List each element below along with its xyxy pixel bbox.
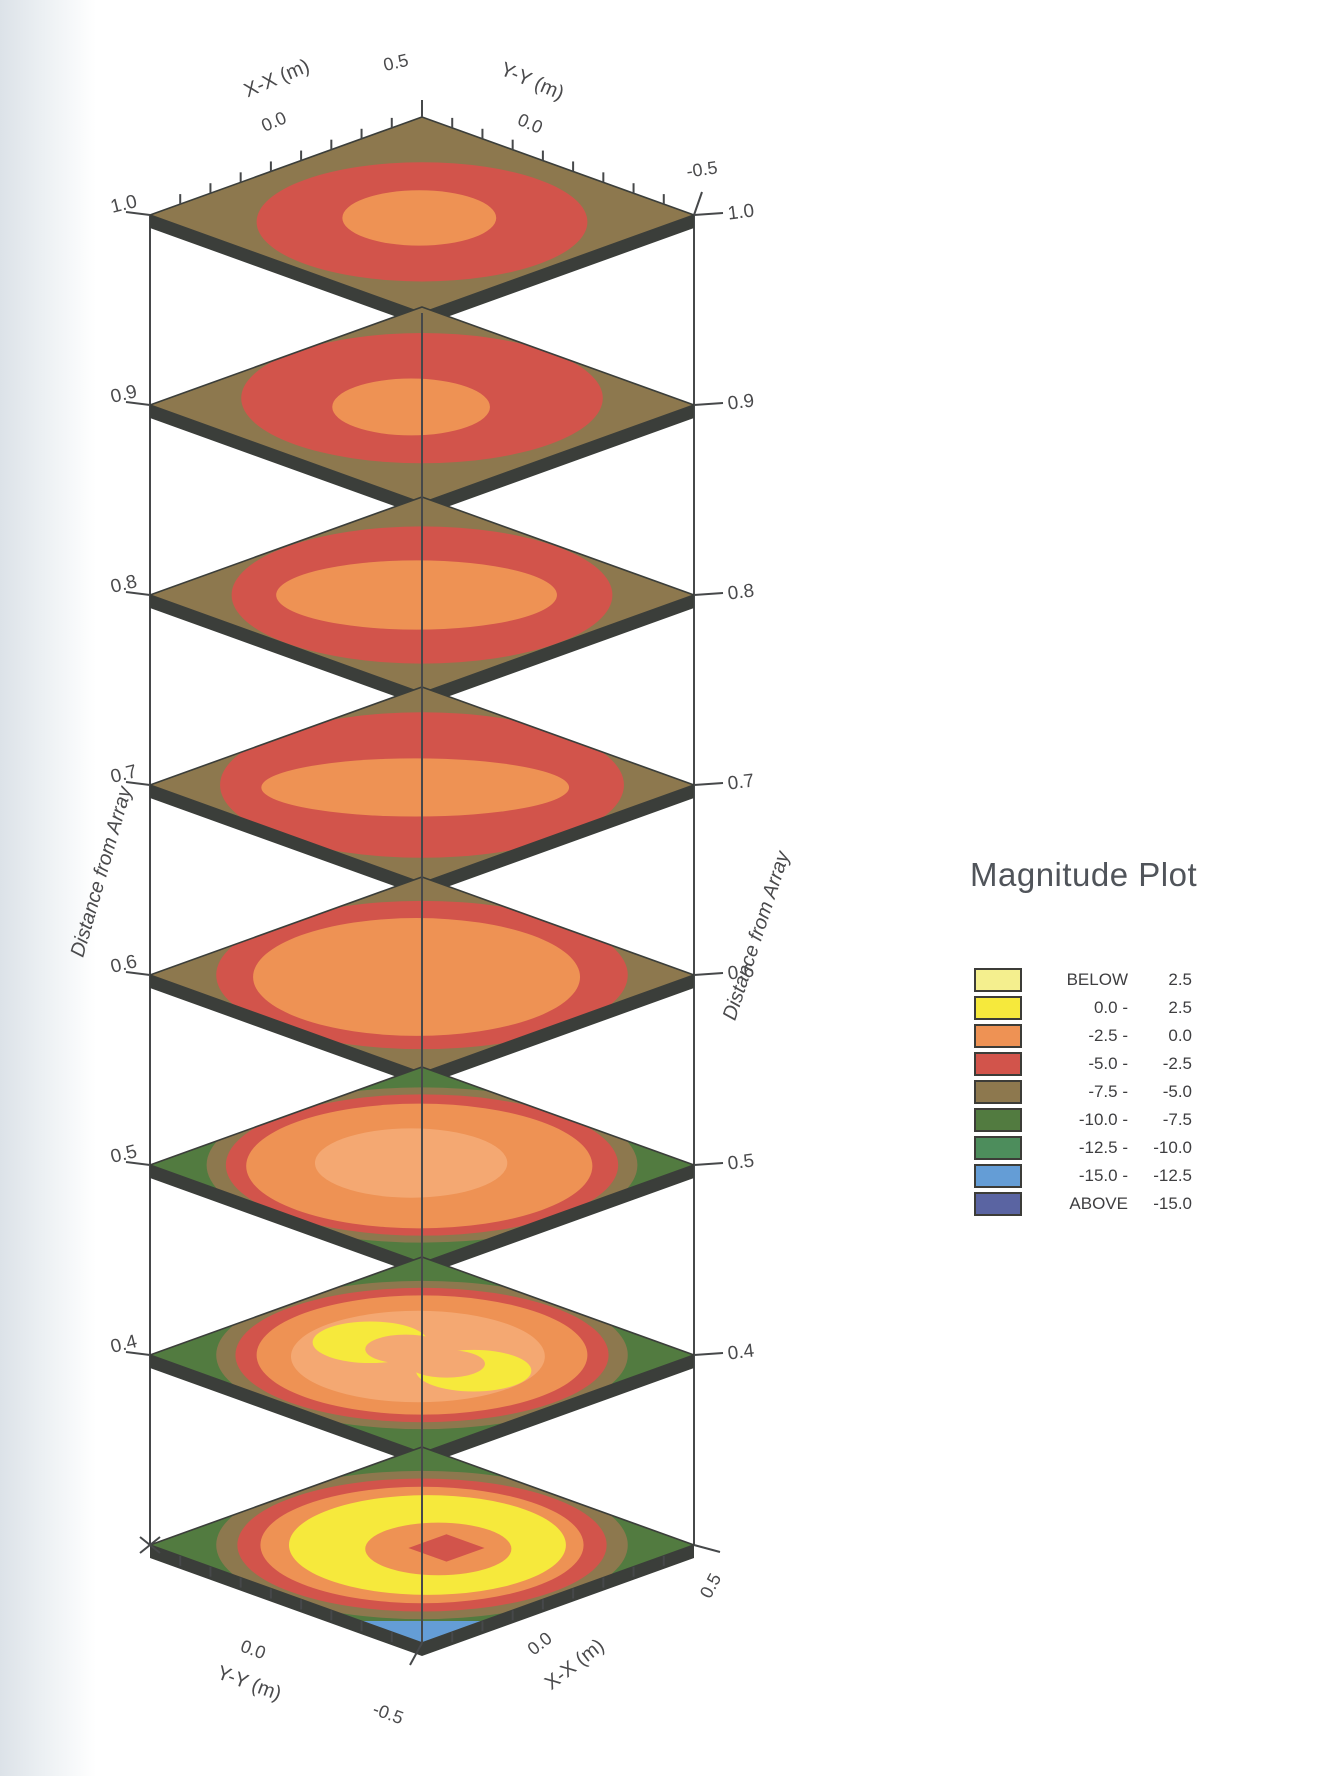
legend-range-value: 0.0 [1168,1026,1192,1045]
legend-range-label: -12.5 - [1078,1138,1128,1157]
slice-0.7-contour-orange [261,758,570,817]
legend-row: -10.0 - -7.5 [974,1108,1192,1132]
slice-0.9-contour-orange [332,378,490,436]
slice-0.5-contour-light_orange [314,1128,508,1198]
slice-0.6-contour-orange [253,918,581,1036]
legend-range-value: 2.5 [1168,970,1192,989]
axis-tick [125,971,151,976]
legend-row: -15.0 - -12.5 [974,1164,1192,1188]
axis-tick [693,1162,724,1166]
legend-range-value: -2.5 [1162,1054,1192,1073]
slice-0.8-contour-orange [276,560,557,630]
axis-tick [139,1536,161,1554]
slice-0.5-contour-orange [246,1103,593,1229]
axis-tick [693,212,724,216]
axis-tick [693,592,724,596]
legend-range-label: BELOW [1066,970,1128,989]
slice-0.4-contour-light_orange [408,1349,485,1378]
axis-tick [693,782,724,786]
legend-swatch [974,1052,1022,1076]
legend-range-label: ABOVE [1069,1194,1128,1213]
page-edge-shadow [0,0,96,1776]
slice-1.0-face [150,117,694,313]
slice-0.8-outline [150,497,694,693]
slice-0.6-outline [150,877,694,1073]
slice-0.9-outline [150,307,694,503]
axis-tick [693,1544,721,1553]
legend-range-value: -10.0 [1153,1138,1192,1157]
legend-title: Magnitude Plot [970,856,1198,893]
axis-tick [693,972,724,976]
slice-0.8-face [150,497,694,693]
axis-tick [693,402,724,406]
axis-tick [125,1351,151,1356]
axis-tick [125,1161,151,1166]
legend-range-label: -2.5 - [1088,1026,1128,1045]
legend-row: -5.0 - -2.5 [974,1052,1192,1076]
legend: Magnitude Plot BELOW 2.5 0.0 -2.5 -2.5 -0.0… [962,856,1272,1286]
legend-range-label: -10.0 - [1078,1110,1128,1129]
slice-0.5-outline [150,1067,694,1263]
legend-row: -2.5 - 0.0 [974,1024,1192,1048]
legend-range-value: -12.5 [1153,1166,1192,1185]
legend-range-label: 0.0 - [1093,998,1128,1017]
legend-swatch [974,996,1022,1020]
axis-tick [693,1352,724,1356]
axis-tick [409,1642,423,1666]
legend-row: BELOW 2.5 [974,968,1192,992]
legend-range-value: -15.0 [1153,1194,1192,1213]
legend-range-label: -5.0 - [1088,1054,1128,1073]
legend-range-value: 2.5 [1168,998,1192,1017]
slice-0.4-outline [150,1257,694,1453]
slice-1.0-outline [150,117,694,313]
axis-tick [125,781,151,786]
legend-range-label: -15.0 - [1078,1166,1128,1185]
legend-row: -7.5 - -5.0 [974,1080,1192,1104]
legend-range-label: -7.5 - [1088,1082,1128,1101]
slice-bottom-outline [150,1447,694,1643]
slice-0.7-outline [150,687,694,883]
legend-row: -12.5 - -10.0 [974,1136,1192,1160]
legend-swatch [974,1108,1022,1132]
axis-tick [125,401,151,406]
legend-range-value: -7.5 [1162,1110,1192,1129]
legend-swatch [974,1080,1022,1104]
legend-swatch [974,968,1022,992]
legend-swatch [974,1136,1022,1160]
slice-1.0-contour-orange [342,190,497,246]
legend-range-value: -5.0 [1162,1082,1192,1101]
legend-swatch [974,1192,1022,1216]
axis-tick [125,211,151,216]
axis-tick [693,191,703,216]
axis-tick [125,591,151,596]
legend-row: ABOVE -15.0 [974,1192,1192,1216]
legend-swatch [974,1164,1022,1188]
legend-swatch [974,1024,1022,1048]
legend-rows: BELOW 2.5 0.0 - 2.5 -2.5 - 0.0 -5.0 - -2.5 -7.5 … [974,968,1192,1220]
legend-row: 0.0 - 2.5 [974,996,1192,1020]
slice-0.9-face [149,306,696,503]
